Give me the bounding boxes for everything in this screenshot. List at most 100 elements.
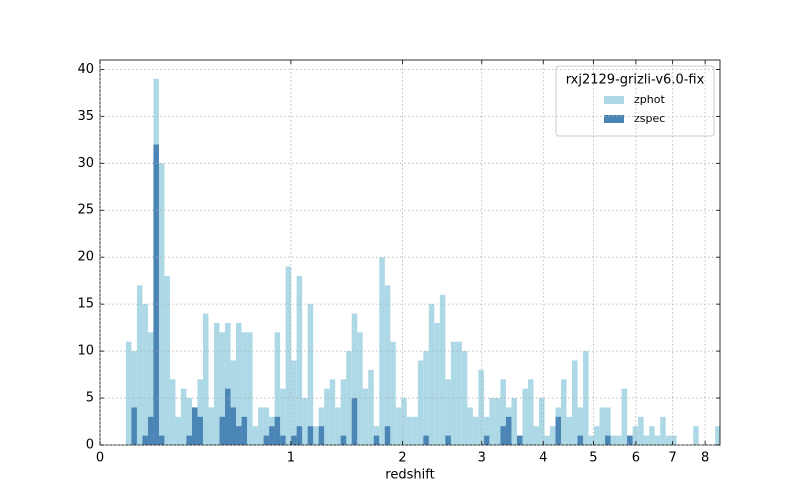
bar: [214, 322, 220, 445]
bar: [136, 285, 143, 445]
bar: [252, 426, 259, 445]
bar: [280, 388, 286, 445]
bar: [241, 332, 248, 445]
x-tick-label: 6: [632, 451, 640, 466]
bar: [428, 304, 435, 445]
bar: [605, 407, 611, 445]
bar: [649, 426, 655, 445]
bar: [483, 416, 490, 445]
x-tick-label: 8: [701, 451, 709, 466]
bar: [153, 144, 159, 445]
bar: [296, 275, 303, 445]
bar: [142, 435, 148, 445]
bar: [395, 407, 402, 445]
bar: [423, 351, 429, 445]
bar: [660, 416, 666, 445]
bar: [572, 360, 578, 445]
bar: [434, 322, 440, 445]
x-axis-label: redshift: [385, 468, 434, 483]
bar: [516, 435, 523, 445]
bar: [318, 426, 325, 445]
bar: [599, 407, 606, 445]
bar: [357, 332, 363, 445]
x-tick-label: 1: [287, 451, 295, 466]
bar: [577, 407, 584, 445]
bar: [654, 435, 661, 445]
bar: [373, 435, 380, 445]
bar: [258, 407, 264, 445]
bar: [379, 257, 385, 445]
bar: [351, 398, 358, 445]
bar: [472, 416, 479, 445]
legend-swatch: [604, 115, 624, 123]
bar: [175, 416, 181, 445]
y-tick-label: 25: [77, 203, 94, 218]
y-tick-label: 10: [77, 344, 94, 359]
y-tick-label: 35: [77, 109, 94, 124]
bar: [494, 398, 501, 445]
bar: [423, 435, 429, 445]
bar: [638, 416, 644, 445]
bar: [274, 416, 281, 445]
bar: [247, 332, 253, 445]
bar: [401, 398, 407, 445]
bar: [390, 341, 396, 445]
bar: [230, 407, 237, 445]
bar: [483, 435, 490, 445]
legend-title: rxj2129-grizli-v6.0-fix: [566, 73, 705, 88]
bar: [384, 285, 391, 445]
bar: [208, 407, 215, 445]
bar: [632, 426, 639, 445]
bar: [230, 360, 237, 445]
bar: [329, 379, 336, 445]
bar: [445, 435, 451, 445]
bar: [527, 379, 534, 445]
bar: [307, 426, 314, 445]
bar: [605, 435, 611, 445]
bar: [412, 416, 418, 445]
bar: [202, 313, 209, 445]
bar: [417, 360, 424, 445]
bar: [197, 379, 203, 445]
bar: [313, 426, 319, 445]
bar: [340, 435, 347, 445]
bar: [191, 407, 198, 445]
bar: [269, 426, 275, 445]
bar: [351, 313, 358, 445]
bar: [384, 426, 391, 445]
y-tick-label: 30: [77, 156, 94, 171]
bar: [147, 416, 154, 445]
bar: [280, 435, 286, 445]
bar: [627, 435, 633, 445]
x-tick-label: 2: [398, 451, 406, 466]
legend-swatch: [604, 96, 624, 104]
y-tick-label: 0: [86, 438, 94, 453]
bar: [450, 341, 457, 445]
bar: [478, 369, 484, 445]
legend-label: zspec: [634, 112, 665, 125]
bar: [583, 351, 589, 445]
legend-label: zphot: [634, 93, 665, 106]
bar: [219, 416, 226, 445]
y-tick-label: 5: [86, 391, 94, 406]
bar: [131, 351, 137, 445]
bar: [225, 388, 231, 445]
x-tick-label: 0: [96, 451, 104, 466]
bar: [715, 426, 720, 445]
bar: [291, 360, 297, 445]
bar: [296, 426, 303, 445]
bar: [147, 332, 154, 445]
bar: [285, 266, 292, 445]
bar: [671, 435, 677, 445]
x-tick-label: 7: [669, 451, 677, 466]
bar: [180, 388, 187, 445]
bar: [505, 416, 512, 445]
bar: [500, 379, 506, 445]
y-tick-label: 40: [77, 62, 94, 77]
bar: [500, 426, 506, 445]
bar: [577, 435, 584, 445]
bar: [456, 341, 462, 445]
bar: [362, 388, 369, 445]
bar: [533, 426, 539, 445]
